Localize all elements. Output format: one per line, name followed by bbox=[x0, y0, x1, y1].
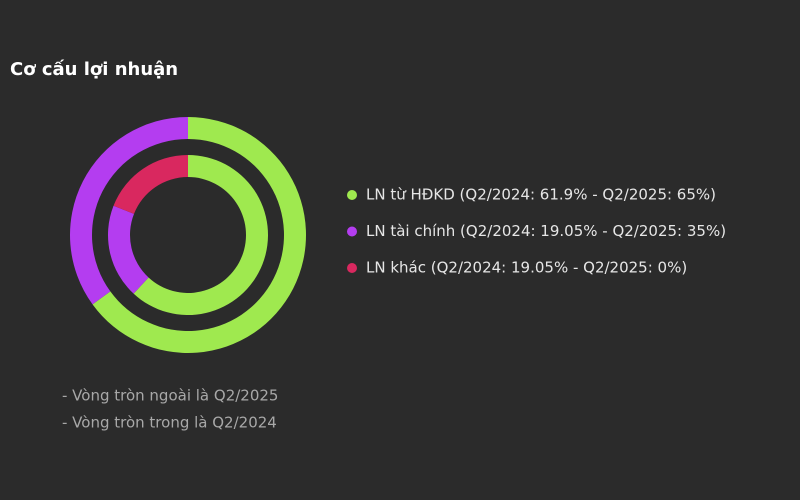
legend-label: LN tài chính (Q2/2024: 19.05% - Q2/2025:… bbox=[366, 222, 726, 240]
legend-label: LN từ HĐKD (Q2/2024: 61.9% - Q2/2025: 65… bbox=[366, 186, 716, 204]
legend-marker bbox=[347, 190, 357, 200]
donut-segment bbox=[133, 155, 268, 315]
chart-title: Cơ cấu lợi nhuận bbox=[10, 59, 178, 80]
donut-segment bbox=[69, 117, 188, 305]
note: - Vòng tròn ngoài là Q2/2025 bbox=[62, 387, 278, 405]
legend-label: LN khác (Q2/2024: 19.05% - Q2/2025: 0%) bbox=[366, 259, 687, 277]
legend-marker bbox=[347, 226, 357, 237]
note: - Vòng tròn trong là Q2/2024 bbox=[62, 414, 277, 432]
legend-marker bbox=[347, 263, 357, 273]
donut-segment bbox=[107, 205, 149, 294]
donut-segment bbox=[113, 155, 188, 214]
